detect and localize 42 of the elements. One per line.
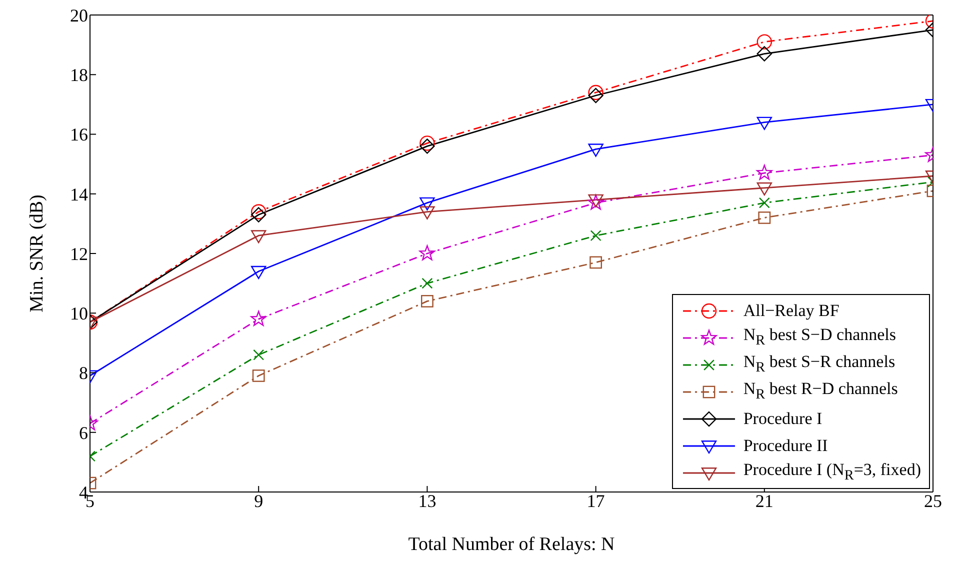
y-tick-label: 4 xyxy=(79,482,88,502)
point xyxy=(419,245,436,260)
point xyxy=(251,266,266,279)
y-tick-label: 10 xyxy=(70,304,88,324)
point xyxy=(250,310,267,326)
y-tick-label: 14 xyxy=(70,184,88,204)
y-axis-title: Min. SNR (dB) xyxy=(26,194,48,312)
point xyxy=(420,136,435,151)
point xyxy=(420,206,435,220)
x-tick-label: 13 xyxy=(418,490,436,511)
y-tick-label: 6 xyxy=(79,422,88,443)
point xyxy=(251,207,266,222)
legend-label: All−Relay BF xyxy=(743,300,840,320)
y-tick-label: 16 xyxy=(70,124,88,145)
y-tick-label: 20 xyxy=(70,5,88,26)
point xyxy=(251,204,266,220)
x-tick-label: 17 xyxy=(586,490,605,511)
legend-label: Procedure II xyxy=(743,436,828,456)
point xyxy=(588,194,604,208)
point xyxy=(590,256,602,269)
legend-label: N$_{R}$ best S−D channels xyxy=(743,325,896,350)
legend-label: N$_{R}$ best R−D channels xyxy=(743,379,898,404)
y-tick-label: 18 xyxy=(70,65,88,86)
point xyxy=(588,88,604,104)
point xyxy=(253,349,264,360)
point xyxy=(420,138,435,154)
legend-label: N$_{R}$ best S−R channels xyxy=(743,352,896,377)
point xyxy=(422,278,433,289)
x-tick-label: 21 xyxy=(755,490,774,511)
x-tick-label: 9 xyxy=(254,490,264,511)
point xyxy=(588,84,604,100)
point xyxy=(420,197,435,210)
y-tick-label: 12 xyxy=(70,244,88,264)
point xyxy=(588,144,604,157)
point xyxy=(251,230,266,244)
x-axis-title: Total Number of Relays: N xyxy=(408,534,616,555)
x-tick-label: 25 xyxy=(924,490,942,511)
legend-label: Procedure I (N$_{R}$=3, fixed) xyxy=(743,460,921,485)
legend-label: Procedure I xyxy=(743,408,822,428)
point xyxy=(421,295,434,308)
point xyxy=(590,230,602,242)
y-tick-label: 8 xyxy=(79,363,88,384)
